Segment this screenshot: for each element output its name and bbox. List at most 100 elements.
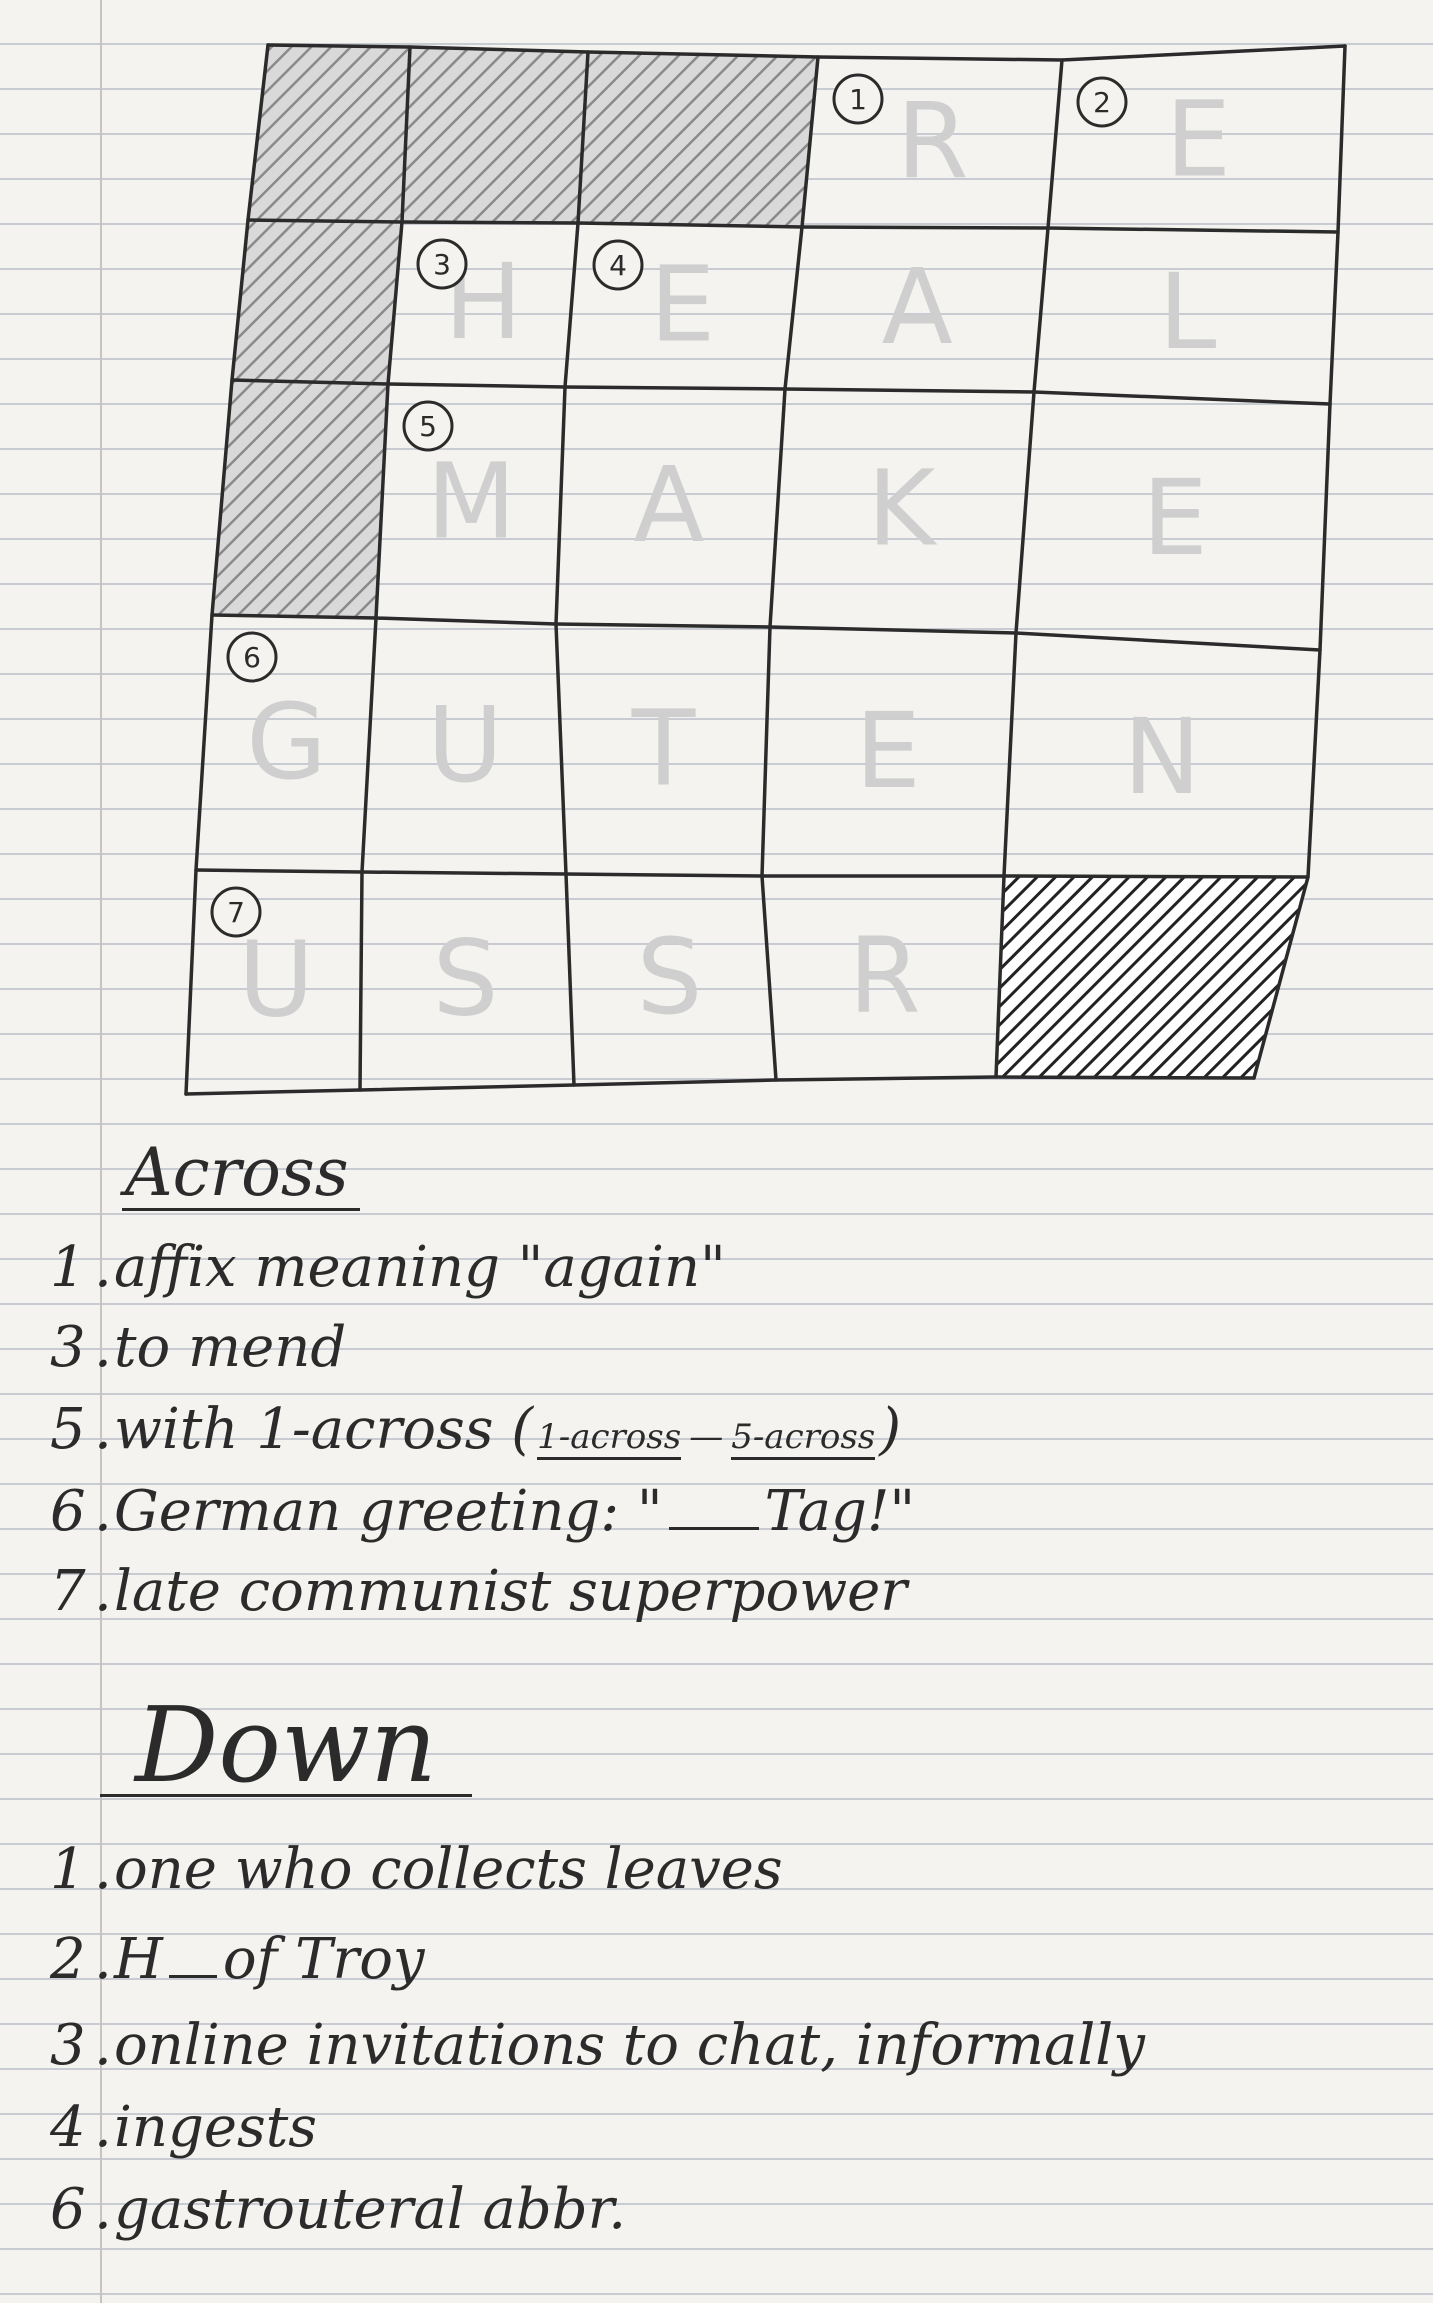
clue-dot: . <box>94 1235 112 1300</box>
clue-number: 6 <box>50 2177 86 2242</box>
clue-dot: . <box>94 1559 112 1624</box>
down-clue-4: 4 .ingests <box>50 2096 317 2160</box>
clue-number-label: 6 <box>243 641 261 674</box>
clue-text: one who collects leaves <box>114 1837 783 1902</box>
faint-answer-letter: T <box>631 687 696 809</box>
fill-in-blank <box>168 1935 217 1978</box>
grid-row-line <box>184 1075 1256 1096</box>
faint-answer-letter: U <box>238 919 314 1041</box>
blocked-cell <box>248 45 410 222</box>
grid-column-line <box>1252 44 1347 1080</box>
clue-dot: . <box>94 2095 112 2160</box>
clue-dot: . <box>94 2177 112 2242</box>
clue-text: affix meaning "again" <box>114 1235 726 1300</box>
clue-fraction-bottom: 5-across <box>731 1405 876 1469</box>
clue-number: 4 <box>50 2095 86 2160</box>
clue-dot: . <box>94 1927 112 1992</box>
faint-answer-letter: M <box>426 440 516 562</box>
clue-text: German greeting: " <box>114 1479 663 1544</box>
blocked-cell <box>996 876 1308 1078</box>
faint-answer-letter: K <box>867 447 938 569</box>
faint-answer-letter: E <box>855 690 921 812</box>
clue-number: 1 <box>50 1235 86 1300</box>
clue-number: 3 <box>50 1315 86 1380</box>
clue-text: late communist superpower <box>114 1559 908 1624</box>
grid-column-line <box>554 50 590 1087</box>
margin-line <box>100 0 102 2303</box>
faint-answer-letter: S <box>636 916 702 1038</box>
clue-text-end: ) <box>879 1397 902 1462</box>
faint-answer-letter: N <box>1123 696 1201 818</box>
clue-text: with 1-across ( <box>114 1397 534 1462</box>
faint-answer-letter: E <box>1165 79 1231 201</box>
clue-text-end: of Troy <box>222 1927 425 1992</box>
grid-column-line <box>760 55 820 1082</box>
blocked-cell <box>212 380 388 618</box>
clue-number: 5 <box>50 1397 86 1462</box>
clue-number: 3 <box>50 2013 86 2078</box>
across-clue-6: 6 .German greeting: " Tag!" <box>50 1480 915 1544</box>
grid-row-line <box>210 613 1322 652</box>
down-heading-underline <box>100 1794 472 1797</box>
clue-number-circle <box>592 239 644 291</box>
faint-answer-letter: G <box>246 681 327 803</box>
clue-text: ingests <box>114 2095 317 2160</box>
clue-number-label: 3 <box>433 248 451 281</box>
faint-answer-letter: U <box>427 684 503 806</box>
faint-answer-letter: E <box>650 244 716 366</box>
blocked-cell <box>232 220 402 384</box>
clue-number-circle <box>226 631 278 683</box>
grid-row-line <box>230 378 1332 406</box>
faint-answer-letter: A <box>882 246 953 368</box>
faint-answer-letter: A <box>633 444 704 566</box>
clue-text: to mend <box>114 1315 347 1380</box>
clue-number-label: 2 <box>1093 86 1111 119</box>
clue-number-circle <box>832 73 884 125</box>
across-clue-7: 7 .late communist superpower <box>50 1560 907 1624</box>
clue-number-circle <box>1076 76 1128 128</box>
clue-number-label: 7 <box>227 896 245 929</box>
fill-in-blank <box>668 1487 759 1530</box>
blocked-cell <box>578 52 818 227</box>
clue-number-label: 1 <box>849 83 867 116</box>
clue-dot: . <box>94 1397 112 1462</box>
clue-dot: . <box>94 1315 112 1380</box>
grid-column-line <box>184 43 270 1096</box>
clue-fraction-dash: — <box>689 1417 724 1457</box>
faint-answer-letter: S <box>432 917 498 1039</box>
clue-number-circle <box>210 886 262 938</box>
down-clue-3: 3 .online invitations to chat, informally <box>50 2014 1145 2078</box>
clue-fraction-top: 1-across <box>537 1405 682 1469</box>
clue-dot: . <box>94 2013 112 2078</box>
clue-text: gastrouteral abbr. <box>114 2177 627 2242</box>
clue-text: online invitations to chat, informally <box>114 2013 1145 2078</box>
down-clue-6: 6 .gastrouteral abbr. <box>50 2178 626 2242</box>
faint-answer-letter: E <box>1142 457 1208 579</box>
clue-text-end: Tag!" <box>764 1479 916 1544</box>
clue-dot: . <box>94 1837 112 1902</box>
grid-row-line <box>266 43 1347 62</box>
across-heading: Across <box>125 1134 349 1211</box>
clue-text: H <box>114 1927 163 1992</box>
down-heading: Down <box>135 1684 437 1806</box>
grid-row-line <box>246 218 1340 234</box>
faint-answer-letter: R <box>848 914 920 1036</box>
grid-column-line <box>358 45 412 1092</box>
clue-number: 6 <box>50 1479 86 1544</box>
across-clue-1: 1 .affix meaning "again" <box>50 1236 726 1300</box>
faint-answer-letter: R <box>896 80 968 202</box>
grid-column-line <box>994 58 1064 1079</box>
clue-number: 7 <box>50 1559 86 1624</box>
clue-dot: . <box>94 1479 112 1544</box>
clue-number: 1 <box>50 1837 86 1902</box>
faint-answer-letter: L <box>1159 251 1217 373</box>
down-clue-1: 1 .one who collects leaves <box>50 1838 783 1902</box>
clue-number-circle <box>402 400 454 452</box>
clue-number-label: 5 <box>419 410 437 443</box>
clue-number: 2 <box>50 1927 86 1992</box>
clue-number-circle <box>416 238 468 290</box>
across-clue-5: 5 .with 1-across (1-across —5-across) <box>50 1398 901 1469</box>
across-heading-underline <box>122 1208 360 1211</box>
